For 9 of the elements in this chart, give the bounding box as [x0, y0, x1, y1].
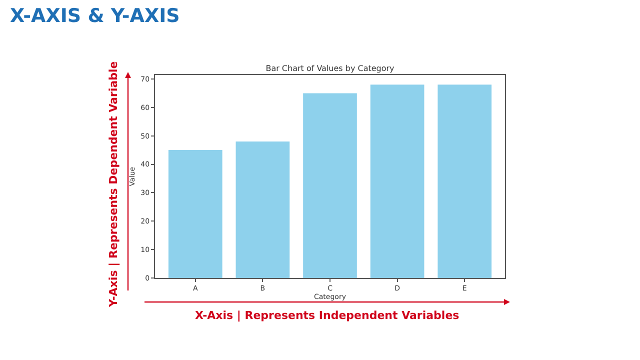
bar	[370, 84, 424, 278]
bar	[236, 142, 290, 278]
bar	[168, 150, 222, 278]
bar	[438, 84, 492, 278]
text: Y-Axis | Represents Dependent Variable	[107, 61, 120, 308]
text: X-AXIS & Y-AXIS	[10, 5, 180, 27]
chart-title: Bar Chart of Values by Category	[266, 64, 395, 73]
bar	[303, 93, 357, 278]
text: X-Axis | Represents Independent Variables	[195, 309, 460, 322]
